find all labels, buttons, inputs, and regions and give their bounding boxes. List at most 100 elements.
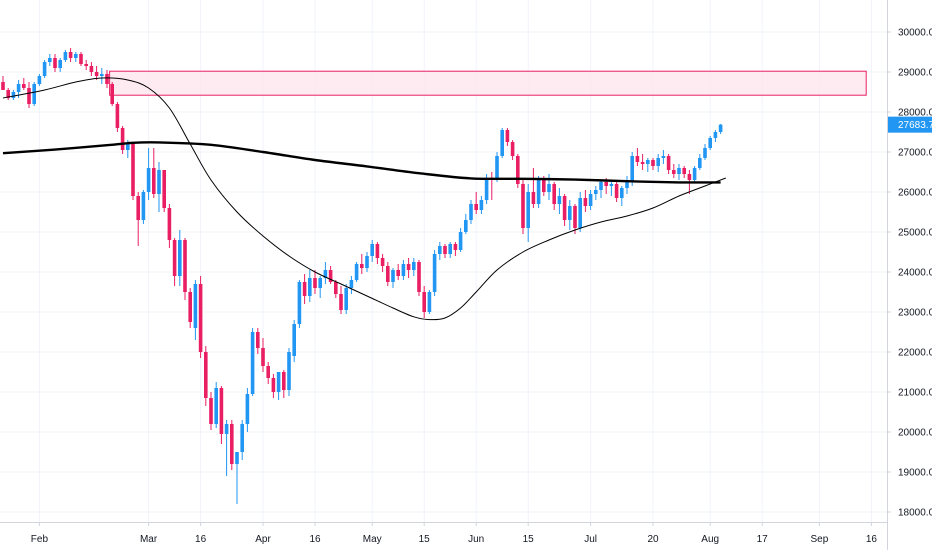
candle-body — [32, 84, 36, 104]
candle-body — [698, 158, 702, 168]
candle-body — [266, 366, 270, 378]
candle-body — [204, 352, 208, 398]
candle-body — [552, 184, 556, 204]
candle-body — [682, 168, 686, 174]
candle-body — [287, 352, 291, 390]
candle-body — [120, 128, 125, 150]
candle-body — [448, 244, 452, 254]
candle-body — [94, 72, 99, 76]
candle-body — [526, 192, 530, 228]
candle-body — [432, 254, 437, 292]
price-axis-label: 23000.0 — [898, 308, 932, 319]
candle-body — [536, 180, 541, 204]
candle-body — [588, 194, 593, 206]
last-price-label: 27683.7 — [898, 120, 932, 131]
candle-body — [27, 88, 31, 104]
candle-body — [230, 424, 234, 464]
candle-body — [110, 84, 114, 104]
time-axis-labels[interactable]: Feb Mar 16 Apr 16 May 15 Jun 15 Jul 20 Aug 17 Sep 16 — [31, 522, 878, 545]
candle-body — [354, 264, 359, 280]
candle-body — [651, 160, 655, 166]
price-axis-label: 29000.0 — [898, 68, 932, 79]
candle-body — [302, 282, 307, 296]
candle-body — [521, 184, 525, 228]
candle-body — [687, 174, 692, 180]
candle-body — [240, 424, 244, 452]
price-axis-label: 19000.0 — [898, 468, 932, 479]
candle-body — [625, 182, 629, 188]
candle-body — [89, 66, 94, 72]
candle-body — [375, 244, 380, 258]
candle-body — [531, 192, 536, 204]
candle-body — [172, 240, 177, 276]
time-axis-label: 16 — [309, 534, 321, 545]
moving-averages — [2, 77, 726, 321]
candle-body — [79, 54, 83, 64]
candle-body — [37, 76, 42, 84]
short-moving-average-line — [2, 77, 726, 321]
candle-body — [620, 188, 624, 198]
time-axis-label: 15 — [419, 534, 431, 545]
time-axis-label: 20 — [647, 534, 659, 545]
candle-body — [703, 148, 707, 158]
candle-body — [245, 394, 250, 424]
resistance-zone[interactable] — [109, 70, 867, 96]
candle-body — [276, 372, 281, 392]
candle-body — [718, 124, 723, 132]
candle-body — [58, 60, 62, 68]
last-price-tag: 27683.7 — [888, 116, 932, 133]
candle-body — [157, 170, 161, 194]
candle-body — [214, 388, 218, 424]
candle-body — [661, 156, 666, 158]
time-axis-label: 17 — [757, 534, 769, 545]
candle-body — [328, 270, 333, 282]
candle-body — [578, 198, 582, 228]
candle-body — [510, 142, 515, 156]
price-axis-label: 24000.0 — [898, 268, 932, 279]
candle-body — [42, 62, 47, 76]
candle-body — [412, 262, 416, 270]
time-axis-label: May — [363, 534, 382, 545]
candle-body — [516, 156, 520, 184]
candle-body — [344, 288, 348, 310]
candle-body — [427, 292, 432, 312]
candle-body — [105, 74, 109, 84]
candle-body — [74, 54, 78, 58]
long-moving-average-line — [2, 141, 721, 184]
candle-body — [406, 264, 411, 270]
candle-body — [599, 182, 603, 190]
candle-body — [235, 452, 239, 464]
candle-body — [349, 280, 354, 288]
price-axis-label: 27000.0 — [898, 148, 932, 159]
candle-body — [474, 204, 478, 210]
price-axis-label: 25000.0 — [898, 228, 932, 239]
candle-body — [380, 258, 385, 266]
candle-body — [401, 264, 406, 276]
candle-body — [594, 190, 598, 194]
candle-body — [53, 58, 57, 68]
candle-body — [422, 292, 426, 312]
price-axis-label: 20000.0 — [898, 428, 932, 439]
candle-body — [391, 270, 395, 282]
candle-body — [640, 162, 645, 164]
time-axis-label: Jul — [584, 534, 597, 545]
candle-body — [568, 206, 572, 220]
candle-body — [609, 184, 614, 186]
candle-body — [469, 204, 473, 220]
candle-body — [453, 244, 458, 250]
time-axis-label: 15 — [523, 534, 535, 545]
price-axis-label: 28000.0 — [898, 108, 932, 119]
price-axis-labels[interactable]: 18000.0 19000.0 20000.0 21000.0 22000.0 23000… — [887, 28, 932, 519]
resistance-zone-rectangle[interactable] — [109, 70, 867, 96]
candle-body — [370, 244, 374, 256]
candle-body — [313, 278, 317, 288]
candle-body — [256, 332, 260, 348]
candle-body — [505, 130, 510, 142]
candle-body — [115, 104, 120, 128]
candle-body — [146, 168, 151, 192]
candle-body — [666, 156, 671, 170]
candlestick-series — [1, 48, 723, 504]
price-axis-label: 18000.0 — [898, 508, 932, 519]
candle-body — [63, 52, 68, 60]
